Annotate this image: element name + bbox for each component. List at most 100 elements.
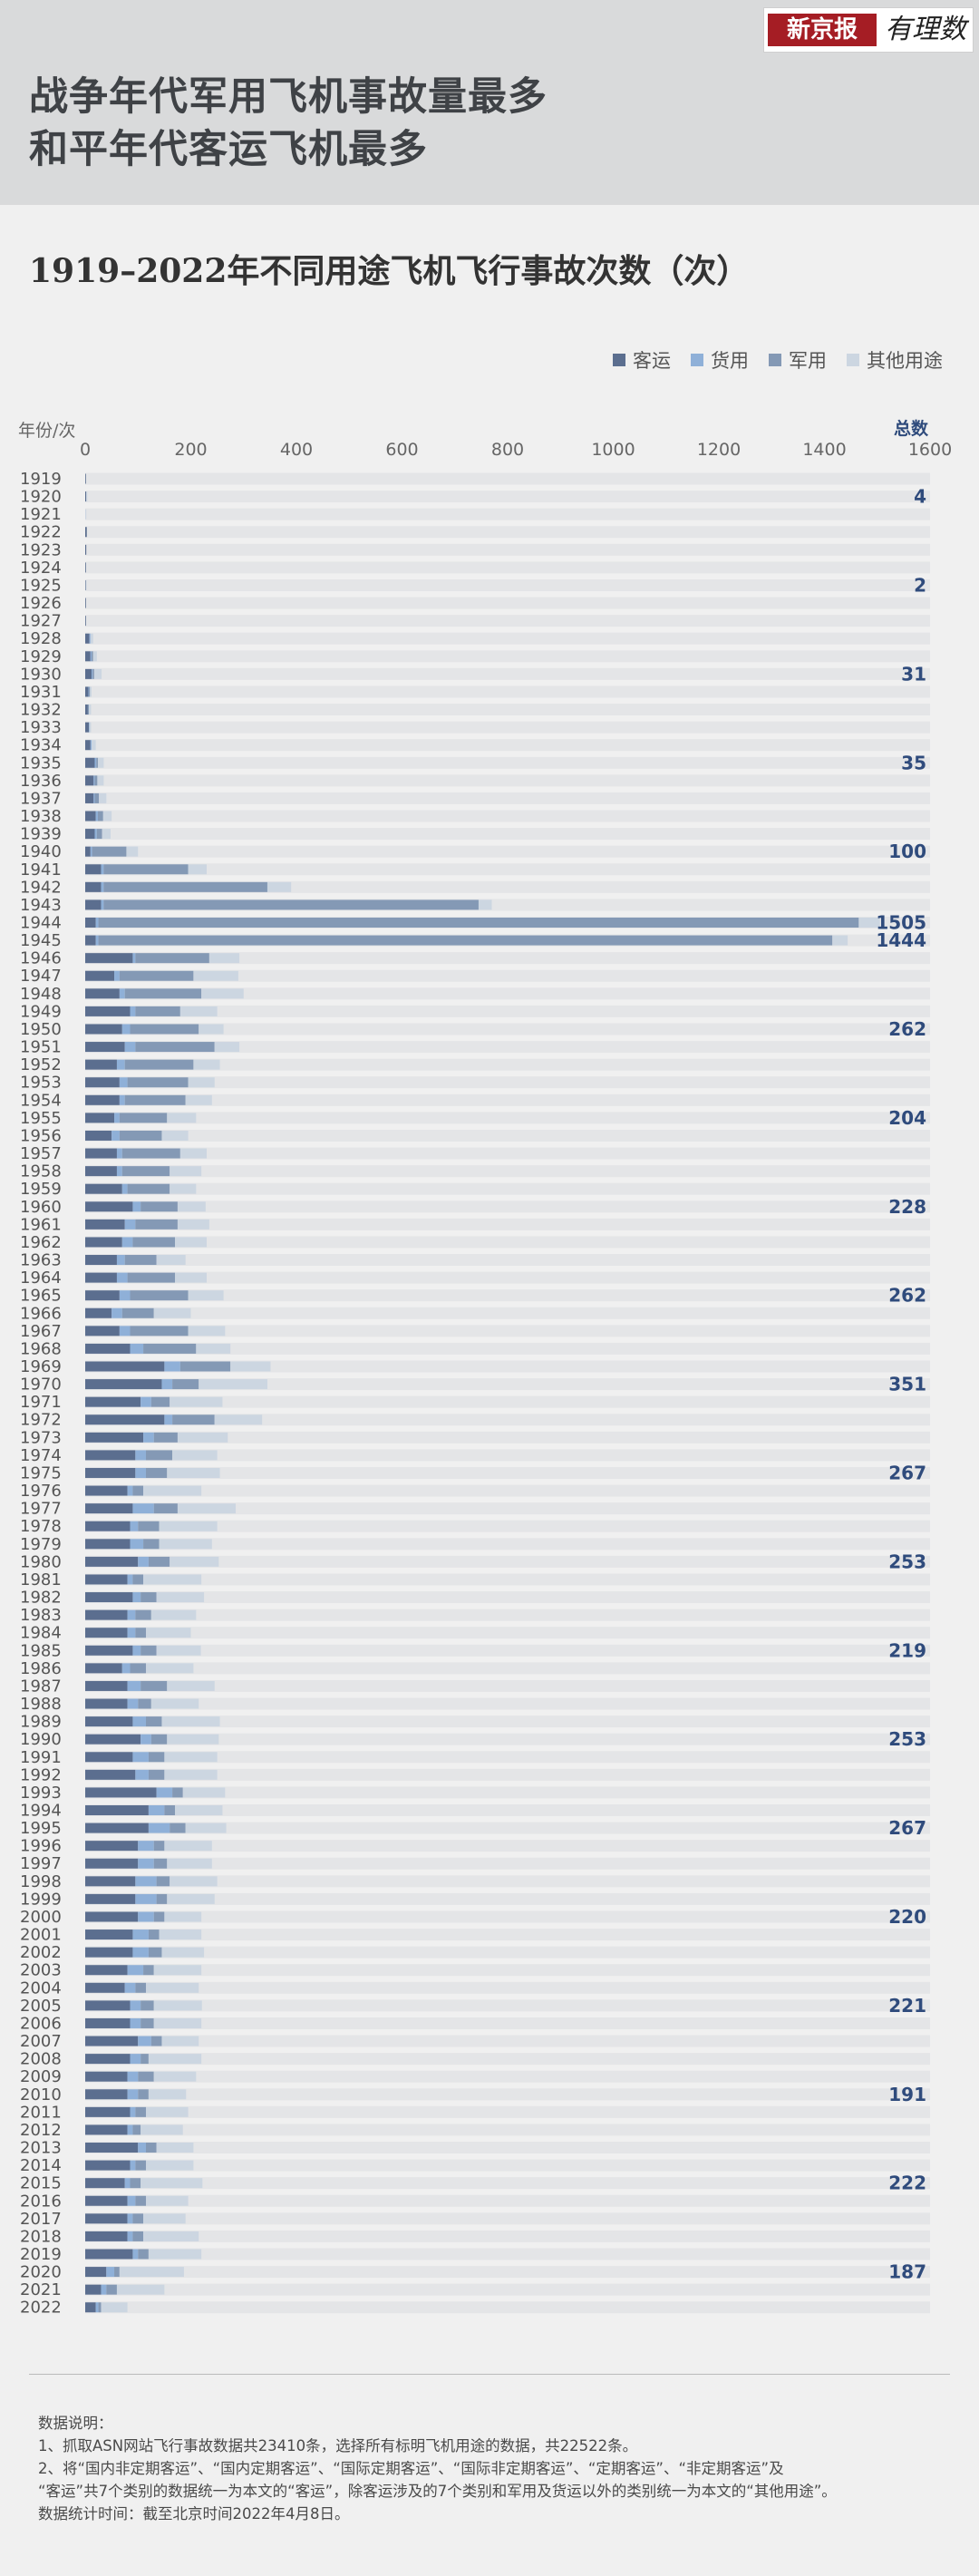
bar-1970-series-2 <box>172 1379 199 1390</box>
year-label-1961: 1961 <box>20 1215 62 1234</box>
row-track-1927 <box>85 615 930 627</box>
bar-1944-series-2 <box>98 918 859 928</box>
row-track-1990 <box>85 1733 930 1745</box>
bar-2000-series-2 <box>153 1911 165 1922</box>
year-label-2000: 2000 <box>20 1908 62 1927</box>
bar-2003-series-2 <box>143 1965 154 1976</box>
bar-1924-series-0 <box>85 562 86 573</box>
row-track-1940 <box>85 845 930 858</box>
bar-1930-series-0 <box>85 668 92 679</box>
bar-1979-series-3 <box>159 1539 212 1550</box>
bar-1972-series-1 <box>164 1414 173 1425</box>
bar-1958-series-0 <box>85 1166 117 1177</box>
row-track-1950 <box>85 1023 930 1035</box>
bar-1958-series-1 <box>116 1166 122 1177</box>
bar-1972-series-3 <box>214 1414 263 1425</box>
row-track-1949 <box>85 1005 930 1017</box>
bar-2020-series-1 <box>106 2267 115 2278</box>
bar-1942-series-1 <box>101 881 104 892</box>
year-label-2014: 2014 <box>20 2156 62 2175</box>
row-track-1958 <box>85 1165 930 1178</box>
bar-1991-series-2 <box>148 1752 165 1763</box>
row-track-1981 <box>85 1573 930 1586</box>
bar-1974-series-2 <box>145 1450 173 1461</box>
row-track-1920 <box>85 491 930 503</box>
row-track-1978 <box>85 1520 930 1532</box>
bar-1987-series-2 <box>141 1680 168 1691</box>
bar-2012-series-3 <box>141 2124 183 2135</box>
bar-1932-series-2 <box>87 705 90 715</box>
bar-2008-series-2 <box>141 2054 149 2065</box>
bar-1933-series-0 <box>85 722 90 733</box>
bar-1995-series-0 <box>85 1823 149 1833</box>
bar-1993-series-3 <box>182 1787 226 1798</box>
headline-line-2: 和平年代客运飞机最多 <box>29 127 428 172</box>
bar-1936-series-3 <box>97 775 104 786</box>
bar-1951-series-2 <box>135 1042 215 1053</box>
row-track-1924 <box>85 561 930 574</box>
bar-2000-series-1 <box>138 1911 154 1922</box>
year-label-1954: 1954 <box>20 1091 62 1110</box>
row-track-2022 <box>85 2301 930 2314</box>
bar-1954-series-0 <box>85 1094 120 1105</box>
bar-1984-series-1 <box>127 1628 136 1638</box>
bar-1964-series-0 <box>85 1272 117 1283</box>
row-track-1930 <box>85 667 930 680</box>
bar-1951-series-1 <box>124 1042 136 1053</box>
total-label-1930: 31 <box>901 663 926 685</box>
row-track-1919 <box>85 472 930 485</box>
bar-1967-series-0 <box>85 1326 120 1337</box>
bar-1955-series-1 <box>114 1113 120 1123</box>
bar-2010-series-0 <box>85 2089 128 2100</box>
year-label-1943: 1943 <box>20 896 62 915</box>
bar-2003-series-1 <box>127 1965 144 1976</box>
year-label-1947: 1947 <box>20 967 62 986</box>
row-track-2016 <box>85 2194 930 2207</box>
year-label-2022: 2022 <box>20 2299 62 2318</box>
bar-1980-series-2 <box>148 1556 170 1567</box>
year-label-1941: 1941 <box>20 860 62 880</box>
total-label-1990: 253 <box>888 1728 926 1750</box>
row-track-2003 <box>85 1964 930 1977</box>
axis-unit-label: 年份/次 <box>18 421 76 441</box>
bar-1934-series-0 <box>85 740 91 751</box>
bar-1957-series-2 <box>121 1148 180 1159</box>
row-track-1991 <box>85 1751 930 1764</box>
bar-1957-series-1 <box>116 1148 122 1159</box>
bar-1938-series-1 <box>95 811 98 821</box>
bar-2020-series-0 <box>85 2267 107 2278</box>
total-label-1925: 2 <box>914 574 926 596</box>
total-label-1944: 1505 <box>876 912 926 934</box>
year-label-1932: 1932 <box>20 701 62 720</box>
year-label-1953: 1953 <box>20 1074 62 1093</box>
bar-2006-series-2 <box>141 2017 154 2028</box>
bar-1931-series-3 <box>90 686 92 697</box>
bar-1942-series-2 <box>103 881 267 892</box>
bar-1984-series-3 <box>145 1628 191 1638</box>
row-track-2009 <box>85 2070 930 2083</box>
bar-1963-series-2 <box>124 1255 157 1266</box>
year-label-1995: 1995 <box>20 1819 62 1838</box>
year-label-2006: 2006 <box>20 2014 62 2033</box>
bar-1929-series-2 <box>91 651 93 662</box>
total-label-2015: 222 <box>888 2173 926 2194</box>
row-track-1922 <box>85 526 930 539</box>
year-label-1970: 1970 <box>20 1375 62 1395</box>
bar-1976-series-1 <box>127 1485 133 1496</box>
header-banner: 战争年代军用飞机事故量最多 和平年代客运飞机最多 新京报 有理数 <box>0 0 979 205</box>
bar-1961-series-3 <box>177 1219 209 1230</box>
total-label-1960: 228 <box>888 1196 926 1218</box>
year-label-1944: 1944 <box>20 914 62 933</box>
bar-1948-series-3 <box>201 988 244 999</box>
bar-1980-series-1 <box>138 1556 149 1567</box>
bar-1956-series-0 <box>85 1130 112 1141</box>
bar-2011-series-2 <box>135 2106 146 2117</box>
bar-2000-series-0 <box>85 1911 139 1922</box>
year-label-2007: 2007 <box>20 2032 62 2051</box>
bar-2022-series-2 <box>98 2302 102 2313</box>
bar-2015-series-1 <box>124 2178 131 2189</box>
bar-1996-series-1 <box>138 1841 154 1852</box>
bar-1966-series-2 <box>121 1307 154 1318</box>
bar-1996-series-3 <box>164 1841 212 1852</box>
bar-1988-series-0 <box>85 1698 128 1709</box>
